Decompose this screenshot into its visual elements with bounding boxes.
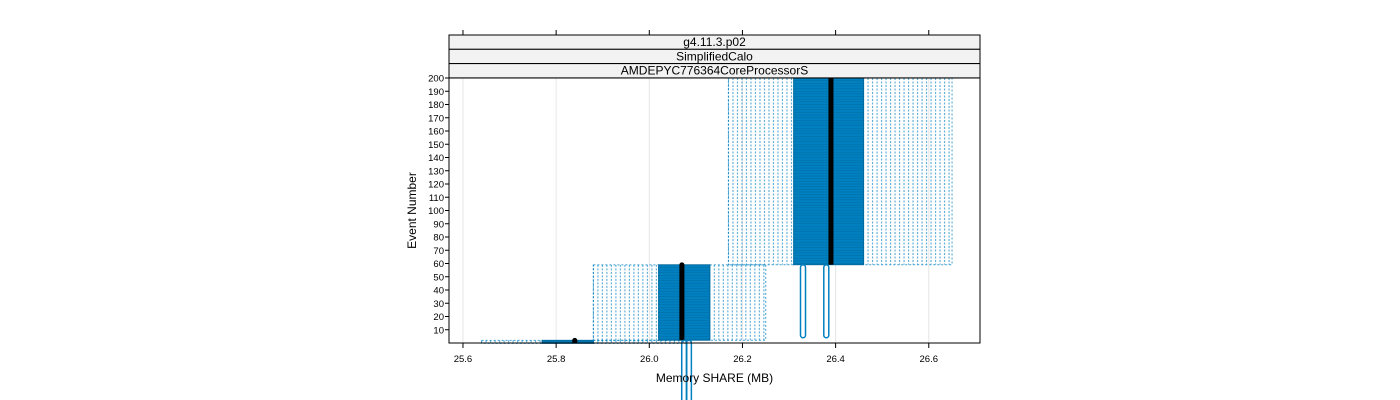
outlier-marker bbox=[685, 339, 693, 400]
y-tick-label: 40 bbox=[433, 286, 444, 297]
x-tick-label: 26.4 bbox=[826, 354, 845, 365]
x-tick-label: 25.6 bbox=[454, 354, 473, 365]
whisker-upper bbox=[709, 264, 767, 341]
strip-label: g4.11.3.p02 bbox=[683, 35, 746, 49]
whisker-lower bbox=[592, 264, 660, 341]
y-tick-label: 60 bbox=[433, 259, 444, 270]
y-tick-label: 10 bbox=[433, 325, 444, 336]
y-tick-label: 200 bbox=[428, 74, 444, 85]
event-group bbox=[481, 337, 688, 344]
plot-frame bbox=[448, 77, 981, 344]
y-tick-label: 120 bbox=[428, 180, 444, 191]
x-tick-label: 25.8 bbox=[547, 354, 566, 365]
y-tick-label: 30 bbox=[433, 299, 444, 310]
median-line bbox=[828, 78, 834, 265]
x-tick-label: 26.6 bbox=[920, 354, 939, 365]
y-tick-label: 110 bbox=[429, 193, 444, 204]
y-tick-label: 160 bbox=[428, 127, 444, 138]
y-tick-label: 90 bbox=[433, 219, 444, 230]
y-tick-label: 140 bbox=[428, 153, 444, 164]
y-axis-title: Event Number bbox=[405, 172, 419, 249]
y-tick-label: 170 bbox=[428, 113, 444, 124]
y-tick-label: 130 bbox=[428, 166, 444, 177]
strip-label: SimplifiedCalo bbox=[676, 49, 753, 63]
x-axis-title: Memory SHARE (MB) bbox=[656, 371, 773, 385]
y-tick-label: 80 bbox=[433, 233, 444, 244]
plot-marks bbox=[481, 75, 953, 400]
outlier-marker bbox=[799, 264, 807, 339]
x-axis: 25.6 25.8 26.0 26.2 26.4 26.6 bbox=[454, 30, 938, 365]
y-tick-label: 190 bbox=[428, 87, 444, 98]
y-tick-label: 150 bbox=[428, 140, 444, 151]
strip-label: AMDEPYC776364CoreProcessorS bbox=[621, 64, 808, 78]
whisker-lower bbox=[727, 77, 795, 266]
strip-box bbox=[448, 63, 981, 79]
event-group bbox=[727, 75, 953, 339]
median-line bbox=[679, 264, 685, 341]
y-tick-label: 180 bbox=[428, 100, 444, 111]
strips: g4.11.3.p02SimplifiedCaloAMDEPYC776364Co… bbox=[448, 34, 981, 79]
x-tick-label: 26.2 bbox=[733, 354, 752, 365]
y-tick-label: 100 bbox=[428, 206, 444, 217]
y-axis: 10 20 30 40 50 60 70 80 90 100 110 120 130 140 150 160 1… bbox=[428, 74, 449, 336]
y-tick-label: 50 bbox=[433, 272, 444, 283]
outlier-marker bbox=[823, 264, 830, 339]
event-group bbox=[592, 262, 767, 400]
y-tick-label: 20 bbox=[433, 312, 444, 323]
y-tick-label: 70 bbox=[433, 246, 444, 257]
median-cap bbox=[679, 262, 685, 268]
x-tick-label: 26.0 bbox=[640, 354, 659, 365]
median-cap bbox=[572, 337, 578, 343]
